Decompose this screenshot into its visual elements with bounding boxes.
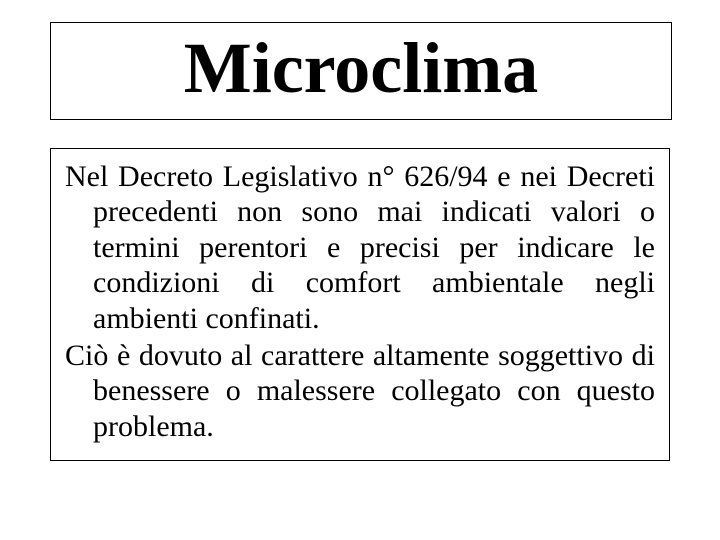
body-box: Nel Decreto Legislativo n° 626/94 e nei … [50,148,670,461]
slide: Microclima Nel Decreto Legislativo n° 62… [0,0,720,540]
paragraph-2: Ciò è dovuto al carattere altamente sogg… [65,338,655,444]
paragraph-1: Nel Decreto Legislativo n° 626/94 e nei … [65,159,655,336]
body-text: Nel Decreto Legislativo n° 626/94 e nei … [65,159,655,444]
title-box: Microclima [50,22,672,120]
slide-title: Microclima [51,31,671,107]
